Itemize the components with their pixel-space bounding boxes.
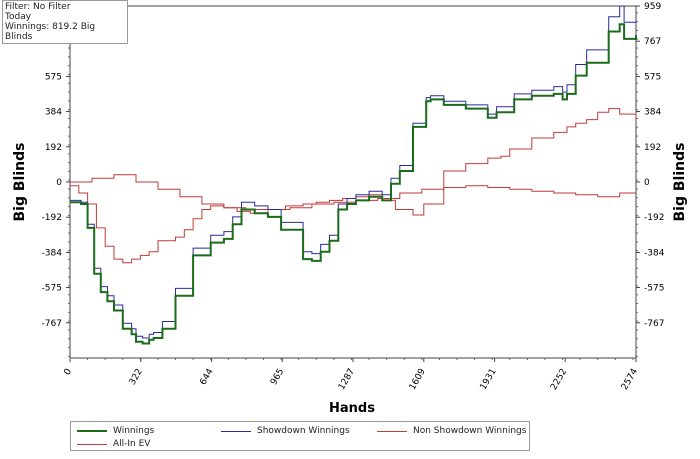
y-tick-label-left: -192 [42, 213, 62, 223]
x-tick-label: 0 [63, 367, 75, 377]
legend-item-non-showdown: Non Showdown Winnings [377, 425, 526, 437]
y-tick-label-left: 384 [45, 108, 62, 118]
legend-label-showdown: Showdown Winnings [257, 426, 350, 436]
winnings-total-text: Winnings: 819.2 Big Blinds [5, 22, 96, 42]
y-tick-label-right: 192 [644, 143, 661, 153]
y-tick-label-left: 0 [56, 178, 62, 188]
x-tick-label: 1287 [337, 367, 357, 392]
filter-text: Filter: No Filter [5, 2, 71, 12]
legend: Winnings Showdown Winnings Non Showdown … [70, 421, 530, 451]
x-tick-label: 965 [269, 367, 286, 387]
y-tick-label-right: -767 [644, 319, 664, 329]
legend-label-allin-ev: All-In EV [113, 439, 151, 449]
y-tick-label-right: 767 [644, 37, 661, 47]
y-tick-label-right: -575 [644, 284, 664, 294]
y-tick-label-left: -767 [42, 319, 62, 329]
x-tick-label: 2252 [549, 367, 569, 392]
x-tick-label: 2574 [620, 367, 640, 392]
series-line-winnings [70, 23, 637, 345]
y-axis-label-right: Big Blinds [672, 143, 688, 222]
y-tick-label-right: 384 [644, 108, 661, 118]
x-axis-label: Hands [329, 401, 375, 416]
y-tick-label-right: 575 [644, 72, 661, 82]
legend-swatch-non-showdown [377, 430, 407, 432]
legend-item-winnings: Winnings [77, 425, 154, 437]
legend-label-winnings: Winnings [113, 426, 155, 436]
y-tick-label-left: -575 [42, 284, 62, 294]
y-tick-label-right: -192 [644, 213, 664, 223]
legend-item-showdown: Showdown Winnings [221, 425, 350, 437]
info-box: Filter: No Filter Today Winnings: 819.2 … [2, 0, 128, 44]
legend-label-non-showdown: Non Showdown Winnings [413, 426, 527, 436]
series-line-all-in-ev [70, 108, 637, 264]
legend-swatch-allin-ev [77, 443, 107, 445]
date-range-text: Today [5, 12, 32, 22]
y-tick-label-right: -384 [644, 248, 665, 258]
legend-swatch-showdown [221, 430, 251, 432]
x-tick-label: 1931 [479, 367, 499, 392]
series-lines [70, 5, 637, 345]
y-tick-label-right: 959 [644, 2, 661, 12]
y-tick-label-right: 0 [644, 178, 650, 188]
chart-svg: 95995976776757557538438419219200-192-192… [12, 2, 688, 416]
y-axis-label-left: Big Blinds [12, 143, 28, 222]
y-tick-label-left: -384 [42, 248, 63, 258]
legend-item-allin-ev: All-In EV [77, 438, 150, 450]
axes [66, 5, 640, 362]
x-tick-label: 1609 [408, 367, 428, 392]
y-tick-label-left: 192 [45, 143, 62, 153]
x-tick-label: 322 [128, 367, 145, 387]
y-tick-label-left: 575 [45, 72, 62, 82]
x-tick-label: 644 [198, 367, 215, 387]
legend-swatch-winnings [77, 430, 107, 432]
